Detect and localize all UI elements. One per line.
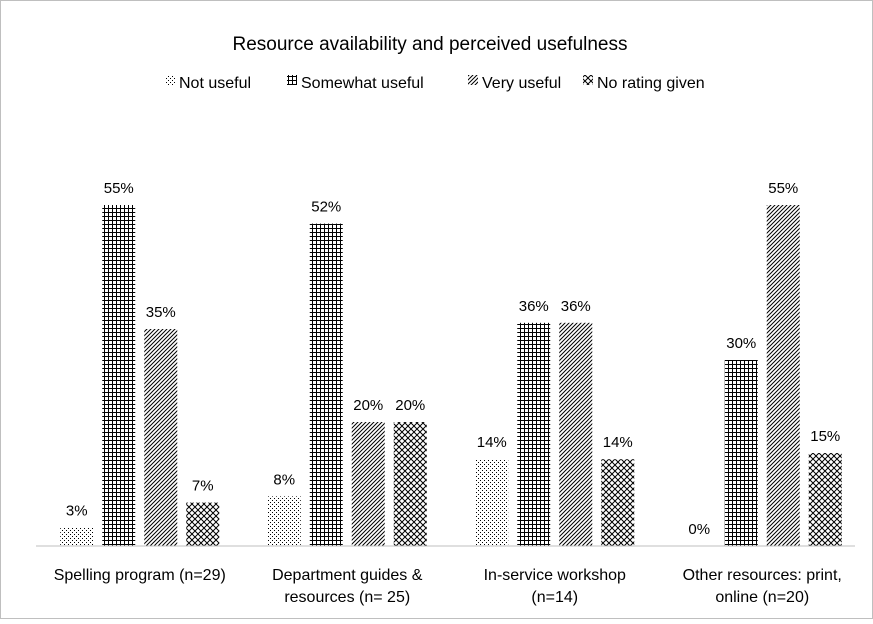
legend-label: No rating given bbox=[597, 75, 705, 92]
category-label: Other resources: print, bbox=[683, 567, 842, 584]
bar bbox=[144, 329, 178, 546]
bar bbox=[475, 459, 509, 546]
bar bbox=[724, 360, 758, 546]
legend-swatch-diagonal bbox=[468, 75, 478, 85]
data-label: 14% bbox=[603, 434, 633, 451]
bar bbox=[808, 453, 842, 546]
data-label: 15% bbox=[810, 428, 840, 445]
legend-label: Very useful bbox=[482, 75, 561, 92]
data-label: 20% bbox=[395, 397, 425, 414]
data-label: 55% bbox=[104, 180, 134, 197]
legend-swatch-dots bbox=[165, 75, 175, 85]
data-label: 3% bbox=[66, 502, 88, 519]
category-label: (n=14) bbox=[531, 589, 578, 606]
legend-label: Not useful bbox=[179, 75, 251, 92]
bar bbox=[267, 496, 301, 546]
data-label: 36% bbox=[519, 298, 549, 315]
legend-swatch-grid bbox=[287, 75, 297, 85]
legend-label: Somewhat useful bbox=[301, 75, 424, 92]
category-label: Spelling program (n=29) bbox=[54, 567, 226, 584]
bar bbox=[351, 422, 385, 546]
bar bbox=[102, 205, 136, 546]
data-labels-group: 3% 55% 35% 7% 8% 52% 20% 20% 14% 36% 36% 14% 0% 30% 55… bbox=[66, 180, 840, 538]
bar bbox=[766, 205, 800, 546]
bar bbox=[517, 322, 551, 546]
bar bbox=[60, 527, 94, 546]
bar bbox=[559, 322, 593, 546]
bar bbox=[186, 502, 220, 546]
data-label: 7% bbox=[192, 478, 214, 495]
bar bbox=[309, 223, 343, 546]
data-label: 8% bbox=[273, 471, 295, 488]
category-label: Department guides & bbox=[272, 567, 423, 584]
bars-group bbox=[60, 205, 842, 546]
data-label: 30% bbox=[726, 335, 756, 352]
data-label: 52% bbox=[311, 199, 341, 216]
bar bbox=[393, 422, 427, 546]
chart-title: Resource availability and perceived usef… bbox=[232, 34, 627, 55]
bar bbox=[601, 459, 635, 546]
category-label: resources (n= 25) bbox=[284, 589, 410, 606]
data-label: 20% bbox=[353, 397, 383, 414]
data-label: 0% bbox=[688, 521, 710, 538]
legend-swatch-crosshatch bbox=[583, 75, 593, 85]
category-labels-group: Spelling program (n=29) Department guides… bbox=[54, 567, 842, 606]
category-label: In-service workshop bbox=[484, 567, 626, 584]
legend: Not useful Somewhat useful Very useful No r… bbox=[165, 75, 705, 92]
data-label: 35% bbox=[146, 304, 176, 321]
category-label: online (n=20) bbox=[715, 589, 809, 606]
data-label: 14% bbox=[477, 434, 507, 451]
data-label: 36% bbox=[561, 298, 591, 315]
data-label: 55% bbox=[768, 180, 798, 197]
